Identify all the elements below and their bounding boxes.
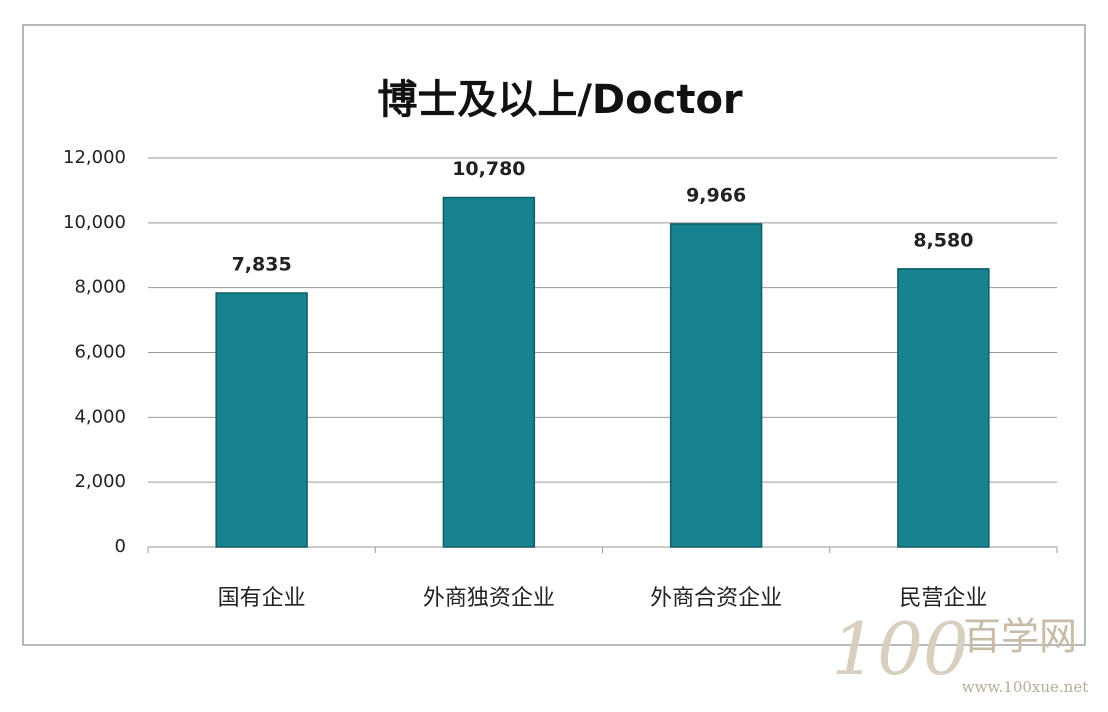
value-label: 8,580 bbox=[913, 229, 973, 251]
y-tick-label: 0 bbox=[115, 536, 126, 557]
watermark-url: www.100xue.net bbox=[962, 678, 1088, 696]
bar bbox=[897, 268, 990, 548]
y-tick-label: 4,000 bbox=[74, 406, 126, 427]
y-tick-label: 2,000 bbox=[74, 471, 126, 492]
watermark-name: 百学网 bbox=[963, 615, 1077, 659]
bar bbox=[215, 292, 308, 548]
bar bbox=[442, 196, 536, 548]
y-tick-label: 8,000 bbox=[74, 277, 126, 298]
chart-title: 博士及以上/Doctor bbox=[377, 77, 743, 123]
value-label: 7,835 bbox=[232, 254, 292, 276]
x-tick-label: 民营企业 bbox=[899, 586, 987, 611]
bar bbox=[669, 223, 763, 548]
y-tick-label: 10,000 bbox=[63, 212, 126, 233]
x-tick-label: 外商合资企业 bbox=[650, 586, 782, 611]
x-tick-label: 外商独资企业 bbox=[423, 586, 555, 611]
chart-frame bbox=[22, 24, 1086, 646]
x-tick-label: 国有企业 bbox=[218, 586, 306, 611]
watermark-logo: 100 bbox=[831, 607, 968, 691]
y-tick-label: 12,000 bbox=[63, 147, 126, 168]
value-label: 10,780 bbox=[452, 158, 525, 180]
watermark: 100 百学网 www.100xue.net bbox=[831, 607, 1088, 696]
y-tick-label: 6,000 bbox=[74, 342, 126, 363]
value-label: 9,966 bbox=[686, 184, 746, 206]
